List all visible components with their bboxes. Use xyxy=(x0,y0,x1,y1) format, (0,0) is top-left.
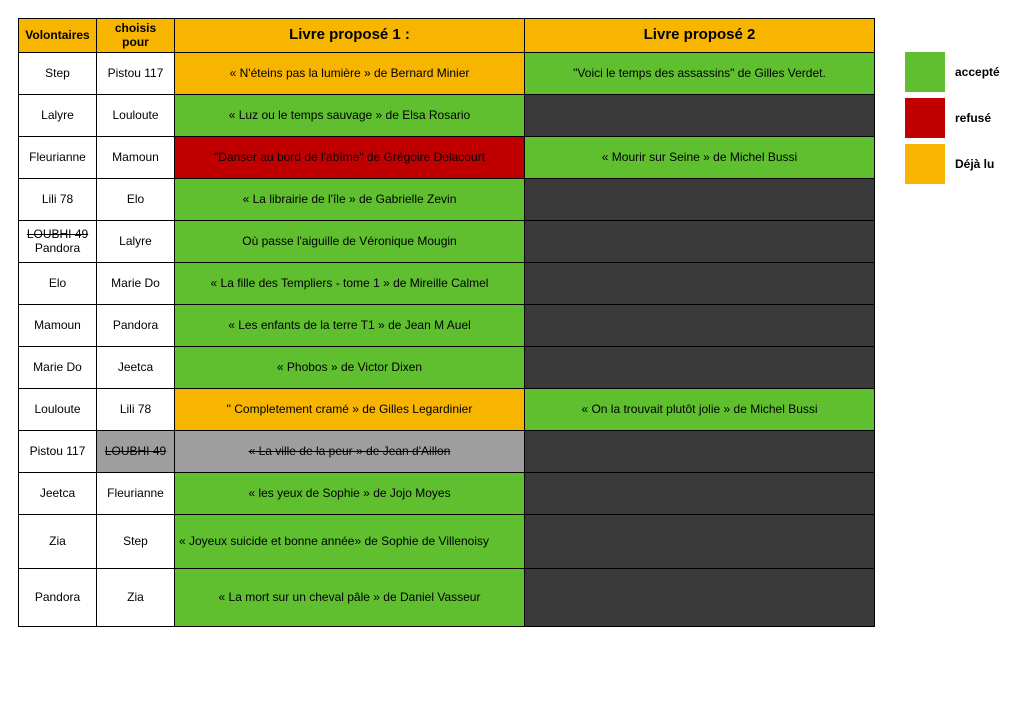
legend-item-accepted: accepté xyxy=(905,52,1000,92)
b2-cell xyxy=(525,263,874,304)
for-cell: Zia xyxy=(97,569,174,626)
b2-cell xyxy=(525,221,874,262)
b1-cell: « La librairie de l'île » de Gabrielle Z… xyxy=(175,179,524,220)
b2-cell xyxy=(525,569,874,626)
header-row: Volontaireschoisis pourLivre proposé 1 :… xyxy=(19,19,875,53)
b1-cell: "Danser au bord de l'abîme" de Grégoire … xyxy=(175,137,524,178)
table-row: EloMarie Do« La fille des Templiers - to… xyxy=(19,262,875,304)
books-table: Volontaireschoisis pourLivre proposé 1 :… xyxy=(18,18,875,627)
legend: accepté refusé Déjà lu xyxy=(905,18,1000,184)
col-header-0: Volontaires xyxy=(19,19,96,52)
legend-swatch xyxy=(905,144,945,184)
b1-cell: « La mort sur un cheval pâle » de Daniel… xyxy=(175,569,524,626)
legend-item-refused: refusé xyxy=(905,98,1000,138)
b2-cell: "Voici le temps des assassins" de Gilles… xyxy=(525,53,874,94)
table-row: FleurianneMamoun"Danser au bord de l'abî… xyxy=(19,136,875,178)
for-cell: LOUBHI 49 xyxy=(97,431,174,472)
b1-cell: « La fille des Templiers - tome 1 » de M… xyxy=(175,263,524,304)
table-row: MamounPandora« Les enfants de la terre T… xyxy=(19,304,875,346)
b2-cell: « On la trouvait plutôt jolie » de Miche… xyxy=(525,389,874,430)
vol-cell: Pistou 117 xyxy=(19,431,96,472)
for-cell: Louloute xyxy=(97,95,174,136)
b2-cell xyxy=(525,179,874,220)
b2-cell xyxy=(525,431,874,472)
legend-swatch xyxy=(905,52,945,92)
vol-cell: Jeetca xyxy=(19,473,96,514)
table-row: LoulouteLili 78" Completement cramé » de… xyxy=(19,388,875,430)
b2-cell xyxy=(525,347,874,388)
vol-cell: LOUBHI 49Pandora xyxy=(19,221,96,262)
b1-cell: « Luz ou le temps sauvage » de Elsa Rosa… xyxy=(175,95,524,136)
for-cell: Lalyre xyxy=(97,221,174,262)
vol-cell: Zia xyxy=(19,515,96,568)
for-cell: Jeetca xyxy=(97,347,174,388)
col-header-2: Livre proposé 1 : xyxy=(175,19,524,52)
table-row: PandoraZia« La mort sur un cheval pâle »… xyxy=(19,568,875,626)
table-row: StepPistou 117« N'éteins pas la lumière … xyxy=(19,52,875,94)
for-cell: Pandora xyxy=(97,305,174,346)
for-cell: Step xyxy=(97,515,174,568)
b1-cell: « La ville de la peur » de Jean d'Aillon xyxy=(175,431,524,472)
b1-cell: « Phobos » de Victor Dixen xyxy=(175,347,524,388)
col-header-3: Livre proposé 2 xyxy=(525,19,874,52)
b2-cell xyxy=(525,473,874,514)
table-row: Marie DoJeetca« Phobos » de Victor Dixen xyxy=(19,346,875,388)
table-row: LOUBHI 49PandoraLalyreOù passe l'aiguill… xyxy=(19,220,875,262)
vol-cell: Lalyre xyxy=(19,95,96,136)
b1-cell: « Joyeux suicide et bonne année» de Soph… xyxy=(175,515,524,568)
for-cell: Fleurianne xyxy=(97,473,174,514)
b1-cell: « Les enfants de la terre T1 » de Jean M… xyxy=(175,305,524,346)
legend-label: refusé xyxy=(955,111,991,125)
vol-cell: Fleurianne xyxy=(19,137,96,178)
b1-cell: « les yeux de Sophie » de Jojo Moyes xyxy=(175,473,524,514)
legend-swatch xyxy=(905,98,945,138)
legend-item-deja_lu: Déjà lu xyxy=(905,144,1000,184)
vol-cell: Step xyxy=(19,53,96,94)
b1-cell: " Completement cramé » de Gilles Legardi… xyxy=(175,389,524,430)
vol-cell: Louloute xyxy=(19,389,96,430)
for-cell: Elo xyxy=(97,179,174,220)
vol-cell: Lili 78 xyxy=(19,179,96,220)
vol-cell: Pandora xyxy=(19,569,96,626)
vol-cell: Elo xyxy=(19,263,96,304)
for-cell: Mamoun xyxy=(97,137,174,178)
table-row: ZiaStep« Joyeux suicide et bonne année» … xyxy=(19,514,875,568)
table-row: Pistou 117LOUBHI 49« La ville de la peur… xyxy=(19,430,875,472)
for-cell: Pistou 117 xyxy=(97,53,174,94)
vol-cell: Marie Do xyxy=(19,347,96,388)
table-row: JeetcaFleurianne« les yeux de Sophie » d… xyxy=(19,472,875,514)
b2-cell xyxy=(525,305,874,346)
for-cell: Marie Do xyxy=(97,263,174,304)
col-header-1: choisis pour xyxy=(97,19,174,52)
for-cell: Lili 78 xyxy=(97,389,174,430)
b1-cell: « N'éteins pas la lumière » de Bernard M… xyxy=(175,53,524,94)
table-row: Lili 78Elo« La librairie de l'île » de G… xyxy=(19,178,875,220)
legend-label: accepté xyxy=(955,65,1000,79)
vol-cell: Mamoun xyxy=(19,305,96,346)
table-row: LalyreLouloute« Luz ou le temps sauvage … xyxy=(19,94,875,136)
b1-cell: Où passe l'aiguille de Véronique Mougin xyxy=(175,221,524,262)
b2-cell xyxy=(525,515,874,568)
legend-label: Déjà lu xyxy=(955,157,994,171)
b2-cell: « Mourir sur Seine » de Michel Bussi xyxy=(525,137,874,178)
b2-cell xyxy=(525,95,874,136)
